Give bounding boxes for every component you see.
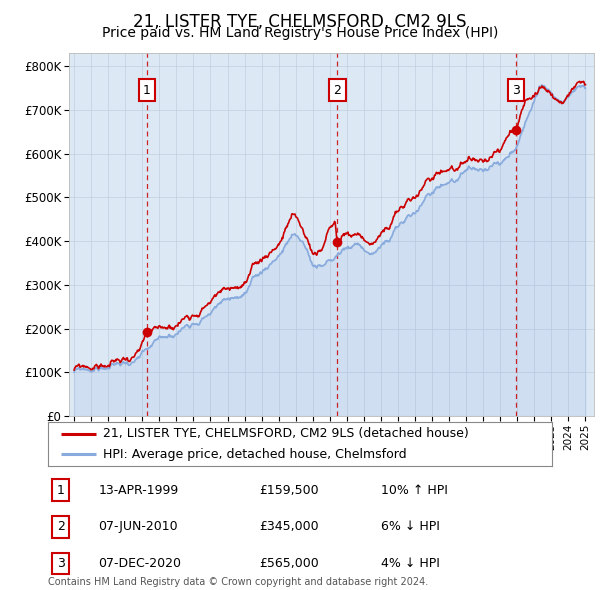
Text: 21, LISTER TYE, CHELMSFORD, CM2 9LS: 21, LISTER TYE, CHELMSFORD, CM2 9LS xyxy=(133,13,467,31)
Text: £159,500: £159,500 xyxy=(260,484,319,497)
Text: 13-APR-1999: 13-APR-1999 xyxy=(98,484,179,497)
Text: 3: 3 xyxy=(512,84,520,97)
Text: £565,000: £565,000 xyxy=(260,557,319,570)
Text: 6% ↓ HPI: 6% ↓ HPI xyxy=(380,520,440,533)
Text: £345,000: £345,000 xyxy=(260,520,319,533)
Text: Price paid vs. HM Land Registry's House Price Index (HPI): Price paid vs. HM Land Registry's House … xyxy=(102,26,498,40)
Text: 2: 2 xyxy=(334,84,341,97)
Text: 21, LISTER TYE, CHELMSFORD, CM2 9LS (detached house): 21, LISTER TYE, CHELMSFORD, CM2 9LS (det… xyxy=(103,427,469,440)
Text: Contains HM Land Registry data © Crown copyright and database right 2024.: Contains HM Land Registry data © Crown c… xyxy=(48,576,428,586)
Text: HPI: Average price, detached house, Chelmsford: HPI: Average price, detached house, Chel… xyxy=(103,448,407,461)
Text: 10% ↑ HPI: 10% ↑ HPI xyxy=(380,484,448,497)
Text: 07-DEC-2020: 07-DEC-2020 xyxy=(98,557,181,570)
Text: 2: 2 xyxy=(56,520,65,533)
Text: 3: 3 xyxy=(56,557,65,570)
Text: 1: 1 xyxy=(56,484,65,497)
Text: 07-JUN-2010: 07-JUN-2010 xyxy=(98,520,178,533)
Text: 1: 1 xyxy=(143,84,151,97)
Text: 4% ↓ HPI: 4% ↓ HPI xyxy=(380,557,440,570)
